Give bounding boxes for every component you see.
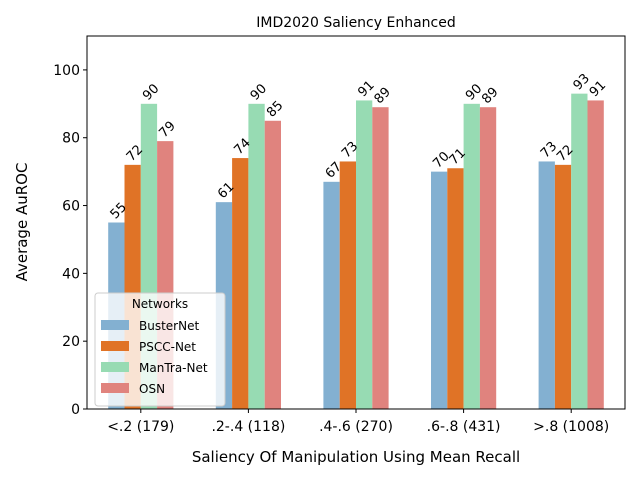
legend-swatch	[101, 362, 129, 372]
legend-swatch	[101, 320, 129, 330]
y-tick-label: 100	[53, 63, 80, 79]
bar-osn-3	[479, 107, 497, 409]
bar-osn-1	[264, 120, 281, 409]
bar-value-label: 85	[264, 98, 286, 120]
x-axis: <.2 (179) .2-.4 (118) .4-.6 (270) .6-.8 (43…	[107, 409, 609, 435]
legend-entry: BusterNet	[139, 319, 199, 333]
bar-busternet-3	[431, 171, 448, 409]
bar-mantra-net-1	[248, 103, 265, 410]
x-tick-label: >.8 (1008)	[533, 419, 609, 435]
bar-value-label: 90	[140, 81, 162, 103]
bars-group	[108, 93, 604, 410]
x-tick-label: <.2 (179)	[107, 419, 174, 435]
bar-pscc-net-4	[554, 164, 572, 409]
legend-entry: OSN	[139, 382, 165, 396]
x-tick-label: .6-.8 (431)	[427, 419, 501, 435]
y-axis-label: Average AuROC	[13, 163, 31, 282]
bar-busternet-2	[323, 181, 340, 409]
bar-pscc-net-1	[232, 158, 249, 409]
x-axis-label: Saliency Of Manipulation Using Mean Reca…	[192, 448, 520, 466]
bar-mantra-net-2	[356, 100, 373, 409]
bar-value-label: 79	[156, 119, 178, 141]
x-tick-label: .2-.4 (118)	[211, 419, 285, 435]
bar-osn-4	[587, 100, 604, 409]
bar-pscc-net-2	[339, 161, 356, 409]
y-tick-label: 80	[62, 131, 80, 147]
legend: Networks BusterNet PSCC-Net ManTra-Net OSN	[94, 292, 226, 407]
bar-busternet-4	[538, 161, 555, 409]
legend-entry: ManTra-Net	[139, 361, 208, 375]
bar-value-label: 90	[248, 81, 270, 103]
bar-mantra-net-3	[463, 103, 480, 410]
y-axis: 0 20 40 60 80 100	[53, 63, 87, 418]
legend-swatch	[101, 341, 129, 351]
y-tick-label: 40	[62, 266, 80, 282]
legend-title: Networks	[132, 297, 188, 311]
bar-value-label: 89	[479, 85, 501, 107]
legend-entry: PSCC-Net	[139, 340, 196, 354]
x-tick-label: .4-.6 (270)	[319, 419, 393, 435]
bar-osn-2	[372, 107, 389, 409]
chart-title: IMD2020 Saliency Enhanced	[256, 15, 455, 31]
y-tick-label: 20	[62, 334, 80, 350]
bar-pscc-net-3	[447, 168, 464, 409]
legend-swatch	[101, 383, 129, 393]
y-tick-label: 60	[62, 199, 80, 215]
y-tick-label: 0	[71, 402, 80, 418]
bar-mantra-net-4	[571, 93, 588, 410]
